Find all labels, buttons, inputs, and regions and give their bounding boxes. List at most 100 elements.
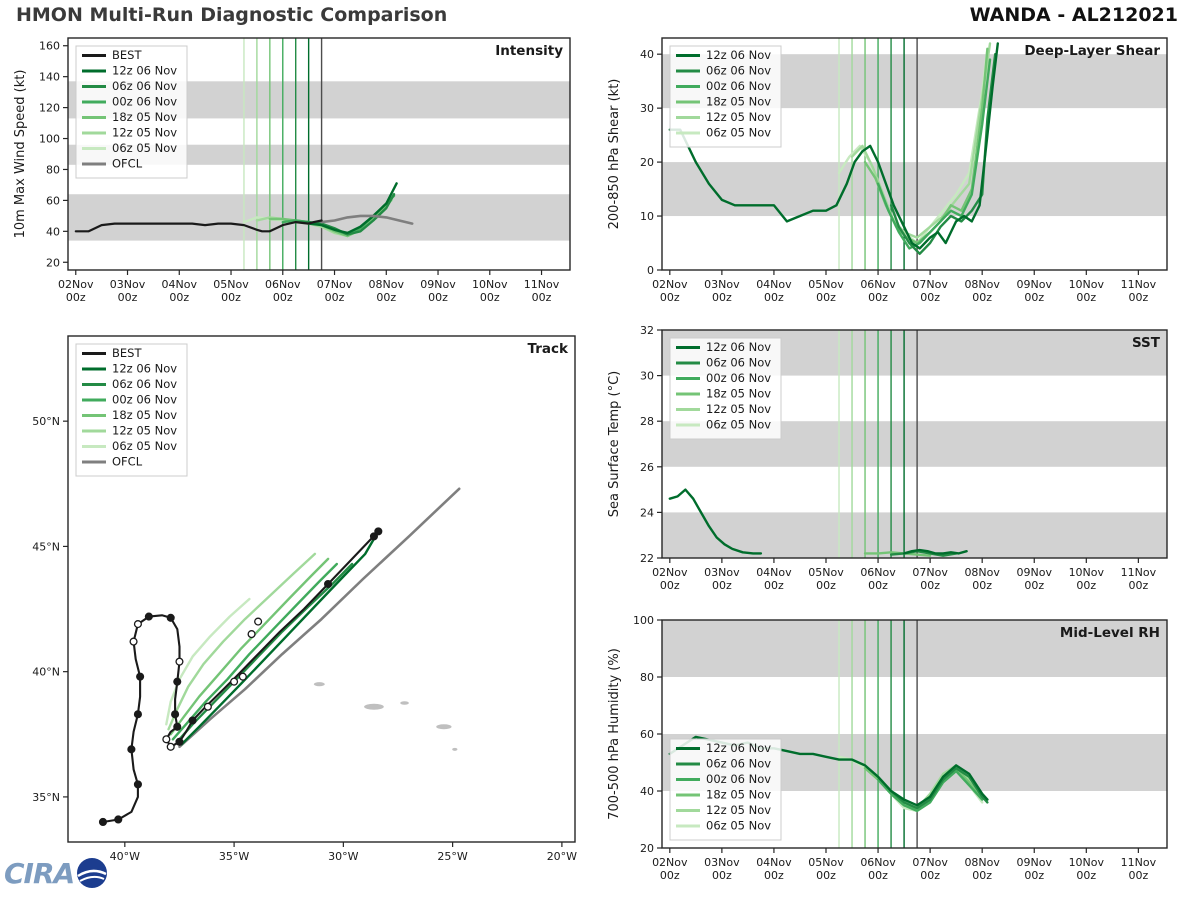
rh-panel: 02Nov 00z 03Nov 00z 04Nov 00z 05Nov 00z 06Nov 00z… bbox=[600, 608, 1200, 900]
globe-icon bbox=[77, 858, 108, 888]
svg-text:18z 05 Nov: 18z 05 Nov bbox=[112, 408, 177, 422]
svg-text:04Nov: 04Nov bbox=[756, 856, 792, 869]
svg-text:Sea Surface Temp (°C): Sea Surface Temp (°C) bbox=[607, 371, 622, 518]
cira-logo-text: CIRA bbox=[4, 856, 75, 890]
svg-text:00z: 00z bbox=[1076, 291, 1096, 304]
svg-text:18z 05 Nov: 18z 05 Nov bbox=[706, 95, 771, 109]
svg-text:BEST: BEST bbox=[112, 48, 142, 62]
svg-text:04Nov: 04Nov bbox=[162, 278, 198, 291]
svg-text:08Nov: 08Nov bbox=[369, 278, 405, 291]
svg-text:00z: 00z bbox=[1024, 869, 1044, 882]
svg-text:50°N: 50°N bbox=[32, 415, 60, 428]
svg-text:00z: 00z bbox=[221, 291, 241, 304]
svg-text:11Nov: 11Nov bbox=[1121, 278, 1157, 291]
svg-text:00z: 00z bbox=[972, 291, 992, 304]
shear-chart: 02Nov00z03Nov00z04Nov00z05Nov00z06Nov00z… bbox=[607, 37, 1168, 304]
svg-text:00z: 00z bbox=[660, 291, 680, 304]
svg-text:00z: 00z bbox=[1076, 869, 1096, 882]
svg-text:12z 06 Nov: 12z 06 Nov bbox=[112, 362, 177, 376]
svg-text:06Nov: 06Nov bbox=[265, 278, 301, 291]
svg-text:00z: 00z bbox=[920, 291, 940, 304]
svg-text:00z: 00z bbox=[1024, 579, 1044, 592]
svg-text:06z 06 Nov: 06z 06 Nov bbox=[112, 79, 177, 93]
svg-text:160: 160 bbox=[39, 40, 60, 53]
svg-text:12z 05 Nov: 12z 05 Nov bbox=[706, 402, 771, 416]
svg-text:00z: 00z bbox=[920, 579, 940, 592]
svg-text:10Nov: 10Nov bbox=[472, 278, 508, 291]
svg-text:12z 05 Nov: 12z 05 Nov bbox=[706, 110, 771, 124]
svg-text:03Nov: 03Nov bbox=[110, 278, 146, 291]
svg-text:09Nov: 09Nov bbox=[1017, 278, 1053, 291]
svg-text:12z 06 Nov: 12z 06 Nov bbox=[112, 64, 177, 78]
svg-text:03Nov: 03Nov bbox=[704, 856, 740, 869]
svg-text:00z: 00z bbox=[920, 869, 940, 882]
svg-text:OFCL: OFCL bbox=[112, 455, 143, 469]
svg-text:120: 120 bbox=[39, 102, 60, 115]
svg-text:200-850 hPa Shear (kt): 200-850 hPa Shear (kt) bbox=[607, 79, 622, 230]
svg-text:45°N: 45°N bbox=[32, 540, 60, 553]
svg-text:40: 40 bbox=[640, 48, 654, 61]
svg-text:06z 06 Nov: 06z 06 Nov bbox=[706, 64, 771, 78]
svg-text:20: 20 bbox=[640, 156, 654, 169]
svg-text:06z 05 Nov: 06z 05 Nov bbox=[706, 418, 771, 432]
svg-text:00z: 00z bbox=[118, 291, 138, 304]
svg-text:09Nov: 09Nov bbox=[1017, 566, 1053, 579]
svg-text:02Nov: 02Nov bbox=[652, 278, 688, 291]
track-chart: 40°W 35°W 30°W 25°W 20°W 35°N 40°N 45°N 50°N Trac… bbox=[32, 335, 577, 863]
svg-text:30: 30 bbox=[640, 102, 654, 115]
svg-text:26: 26 bbox=[640, 461, 654, 474]
svg-text:32: 32 bbox=[640, 324, 654, 337]
svg-text:11Nov: 11Nov bbox=[524, 278, 560, 291]
svg-text:30°W: 30°W bbox=[328, 850, 358, 863]
svg-text:06z 06 Nov: 06z 06 Nov bbox=[112, 377, 177, 391]
svg-text:40: 40 bbox=[46, 225, 60, 238]
sst-panel: 02Nov 00z 03Nov 00z 04Nov 00z 05Nov 00z 06Nov 00z… bbox=[600, 316, 1200, 610]
svg-text:00z: 00z bbox=[868, 291, 888, 304]
svg-text:22: 22 bbox=[640, 552, 654, 565]
svg-text:Intensity: Intensity bbox=[495, 43, 563, 59]
svg-text:00z: 00z bbox=[66, 291, 86, 304]
svg-text:00z: 00z bbox=[1128, 579, 1148, 592]
svg-text:SST: SST bbox=[1132, 335, 1161, 351]
svg-text:30: 30 bbox=[640, 370, 654, 383]
svg-text:00z: 00z bbox=[764, 291, 784, 304]
svg-text:60: 60 bbox=[46, 194, 60, 207]
svg-text:00z 06 Nov: 00z 06 Nov bbox=[706, 79, 771, 93]
svg-text:06Nov: 06Nov bbox=[860, 566, 896, 579]
svg-text:00z: 00z bbox=[816, 291, 836, 304]
svg-text:OFCL: OFCL bbox=[112, 157, 143, 171]
svg-text:11Nov: 11Nov bbox=[1121, 566, 1157, 579]
svg-text:00z: 00z bbox=[376, 291, 396, 304]
svg-text:10Nov: 10Nov bbox=[1069, 278, 1105, 291]
svg-text:00z: 00z bbox=[972, 579, 992, 592]
svg-text:05Nov: 05Nov bbox=[808, 566, 844, 579]
svg-text:20°W: 20°W bbox=[547, 850, 577, 863]
svg-text:700-500 hPa Humidity (%): 700-500 hPa Humidity (%) bbox=[607, 648, 622, 820]
svg-text:00z: 00z bbox=[273, 291, 293, 304]
svg-text:11Nov: 11Nov bbox=[1121, 856, 1157, 869]
svg-text:00z 06 Nov: 00z 06 Nov bbox=[706, 371, 771, 385]
svg-text:00z 06 Nov: 00z 06 Nov bbox=[112, 95, 177, 109]
svg-text:18z 05 Nov: 18z 05 Nov bbox=[706, 788, 771, 802]
svg-text:80: 80 bbox=[640, 671, 654, 684]
svg-text:06z 06 Nov: 06z 06 Nov bbox=[706, 356, 771, 370]
svg-text:140: 140 bbox=[39, 71, 60, 84]
svg-text:03Nov: 03Nov bbox=[704, 566, 740, 579]
svg-text:100: 100 bbox=[39, 133, 60, 146]
svg-text:40: 40 bbox=[640, 785, 654, 798]
svg-text:00z 06 Nov: 00z 06 Nov bbox=[706, 772, 771, 786]
svg-text:00z: 00z bbox=[816, 869, 836, 882]
svg-text:12z 05 Nov: 12z 05 Nov bbox=[706, 803, 771, 817]
svg-text:05Nov: 05Nov bbox=[808, 278, 844, 291]
svg-text:12z 06 Nov: 12z 06 Nov bbox=[706, 340, 771, 354]
svg-text:00z: 00z bbox=[764, 869, 784, 882]
svg-text:03Nov: 03Nov bbox=[704, 278, 740, 291]
svg-text:06z 06 Nov: 06z 06 Nov bbox=[706, 757, 771, 771]
svg-text:02Nov: 02Nov bbox=[652, 566, 688, 579]
svg-text:00z: 00z bbox=[972, 869, 992, 882]
track-panel: 40°W 35°W 30°W 25°W 20°W 35°N 40°N 45°N 50°N Trac… bbox=[0, 322, 600, 897]
svg-text:00z: 00z bbox=[712, 291, 732, 304]
cira-logo: CIRA bbox=[4, 856, 109, 890]
svg-text:00z: 00z bbox=[480, 291, 500, 304]
